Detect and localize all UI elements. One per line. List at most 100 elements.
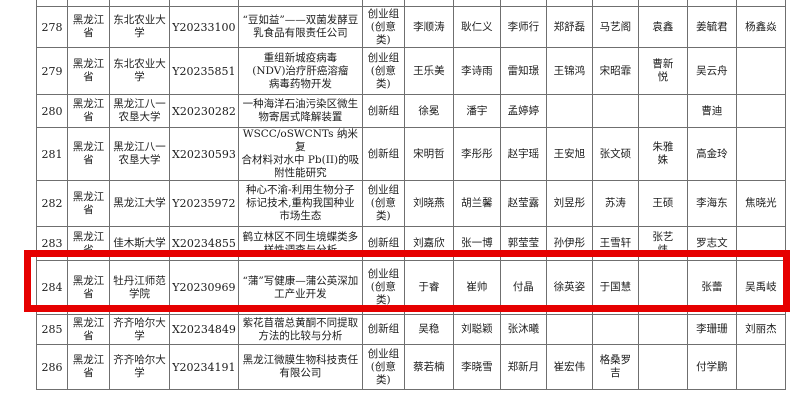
member-3-cell: 郑新月 — [499, 344, 547, 390]
member-8-cell: 焦晓光 — [735, 180, 786, 227]
member-3-cell: 李师行 — [499, 6, 547, 48]
project-name-cell: “蒲”写健康—蒲公英深加 工产业开发 — [237, 260, 363, 315]
member-5-cell — [591, 94, 639, 128]
member-2-cell: 刘聪颖 — [452, 314, 501, 345]
project-id-cell: X20230282 — [169, 94, 239, 128]
row-number-cell: 280 — [36, 94, 68, 128]
university-cell: 黑龙江八一 农垦大学 — [109, 94, 170, 128]
member-3-cell: 付晶 — [499, 260, 547, 315]
row-number-cell: 278 — [36, 6, 68, 48]
row-number-cell: 282 — [36, 180, 68, 227]
project-id-cell: Y20234191 — [169, 344, 239, 390]
group-type-cell: 创业组 (创意 类) — [361, 260, 405, 315]
group-type-cell: 创业组 (创意 类) — [361, 6, 405, 48]
group-type-cell: 创业组 (创意 类) — [361, 180, 405, 227]
group-type-cell: 创业组 (创意 类) — [361, 47, 405, 95]
project-name-cell: 鹤立林区不同生境蝶类多 样性调查与分析 — [237, 226, 363, 261]
member-7-cell: 吴云舟 — [686, 47, 737, 95]
member-1-cell: 徐冕 — [403, 94, 454, 128]
project-name-cell: WSCC/oSWCNTs 纳米复 合材料对水中 Pb(II)的吸 附性能研究 — [237, 127, 363, 181]
member-7-cell: 罗志文 — [686, 226, 737, 261]
member-1-cell: 蔡若楠 — [403, 344, 454, 390]
member-5-cell: 苏涛 — [591, 180, 639, 227]
member-8-cell — [735, 47, 786, 95]
member-2-cell: 李诗雨 — [452, 47, 501, 95]
member-1-cell: 刘晓燕 — [403, 180, 454, 227]
member-6-cell — [637, 260, 688, 315]
table-row-281: 281 黑龙江 省黑龙江八一 农垦大学 X20230593 WSCC/oSWCNTs … — [36, 127, 786, 181]
member-4-cell: 郑舒磊 — [545, 6, 593, 48]
member-7-cell: 姜毓君 — [686, 6, 737, 48]
province-cell: 黑龙江 省 — [67, 127, 110, 181]
member-4-cell — [545, 94, 593, 128]
member-4-cell: 王安旭 — [545, 127, 593, 181]
member-2-cell: 李晓雪 — [452, 344, 501, 390]
entry-table: 278 黑龙江 省东北农业大 学 Y20233100 “豆如益”——双菌发酵豆 乳食品… — [36, 0, 786, 390]
table-row-284: 284 黑龙江 省牡丹江师范 学院 Y20230969 “蒲”写健康—蒲公英深加 工产… — [36, 260, 786, 315]
province-cell: 黑龙江 省 — [67, 226, 110, 261]
table-row-285: 285 黑龙江 省齐齐哈尔大 学 X20234849 紫花苜蓿总黄酮不同提取 方法的比… — [36, 314, 786, 345]
table-row-279: 279 黑龙江 省东北农业大 学 Y20235851 重组新城疫病毒 (NDV)治疗肝… — [36, 47, 786, 95]
university-cell: 东北农业大 学 — [109, 47, 170, 95]
province-cell: 黑龙江 省 — [67, 314, 110, 345]
member-6-cell — [637, 344, 688, 390]
university-cell: 佳木斯大学 — [109, 226, 170, 261]
university-cell: 齐齐哈尔大 学 — [109, 344, 170, 390]
member-8-cell — [735, 94, 786, 128]
group-type-cell: 创新组 — [361, 226, 405, 261]
row-number-cell: 285 — [36, 314, 68, 345]
project-id-cell: Y20230969 — [169, 260, 239, 315]
university-cell: 齐齐哈尔大 学 — [109, 314, 170, 345]
project-id-cell: Y20235851 — [169, 47, 239, 95]
member-2-cell: 潘宇 — [452, 94, 501, 128]
member-2-cell: 崔帅 — [452, 260, 501, 315]
member-8-cell — [735, 127, 786, 181]
member-3-cell: 孟婷婷 — [499, 94, 547, 128]
university-cell: 牡丹江师范 学院 — [109, 260, 170, 315]
member-4-cell: 孙伊彤 — [545, 226, 593, 261]
row-number-cell: 283 — [36, 226, 68, 261]
member-3-cell: 雷知璟 — [499, 47, 547, 95]
member-3-cell: 郭莹莹 — [499, 226, 547, 261]
province-cell: 黑龙江 省 — [67, 344, 110, 390]
row-number-cell: 279 — [36, 47, 68, 95]
row-number-cell: 281 — [36, 127, 68, 181]
member-6-cell: 曹新 悦 — [637, 47, 688, 95]
member-8-cell: 刘丽杰 — [735, 314, 786, 345]
member-4-cell — [545, 314, 593, 345]
member-7-cell: 付学鹏 — [686, 344, 737, 390]
university-cell: 黑龙江八一 农垦大学 — [109, 127, 170, 181]
group-type-cell: 创新组 — [361, 94, 405, 128]
member-2-cell: 李彤彤 — [452, 127, 501, 181]
province-cell: 黑龙江 省 — [67, 180, 110, 227]
table-row-278: 278 黑龙江 省东北农业大 学 Y20233100 “豆如益”——双菌发酵豆 乳食品… — [36, 6, 786, 48]
member-3-cell: 赵莹露 — [499, 180, 547, 227]
member-1-cell: 刘嘉欣 — [403, 226, 454, 261]
member-4-cell: 崔宏伟 — [545, 344, 593, 390]
member-6-cell: 张艺 炜 — [637, 226, 688, 261]
province-cell: 黑龙江 省 — [67, 47, 110, 95]
member-6-cell — [637, 94, 688, 128]
member-5-cell: 格桑罗 吉 — [591, 344, 639, 390]
group-type-cell: 创新组 — [361, 127, 405, 181]
table-row-283: 283 黑龙江 省佳木斯大学 X20234855 鹤立林区不同生境蝶类多 样性调查与分… — [36, 226, 786, 261]
project-id-cell: X20234849 — [169, 314, 239, 345]
project-name-cell: 种心不渝-利用生物分子 标记技术,重构我国种业 市场生态 — [237, 180, 363, 227]
province-cell: 黑龙江 省 — [67, 94, 110, 128]
table-row-280: 280 黑龙江 省黑龙江八一 农垦大学 X20230282 一种海洋石油污染区微生 物… — [36, 94, 786, 128]
university-cell: 东北农业大 学 — [109, 6, 170, 48]
member-2-cell: 胡兰馨 — [452, 180, 501, 227]
member-6-cell — [637, 314, 688, 345]
project-id-cell: X20234855 — [169, 226, 239, 261]
member-7-cell: 曹迪 — [686, 94, 737, 128]
member-5-cell: 王雪轩 — [591, 226, 639, 261]
member-2-cell: 耿仁义 — [452, 6, 501, 48]
member-7-cell: 李海东 — [686, 180, 737, 227]
member-5-cell: 马艺阁 — [591, 6, 639, 48]
member-1-cell: 王乐美 — [403, 47, 454, 95]
member-1-cell: 李顺涛 — [403, 6, 454, 48]
member-5-cell — [591, 314, 639, 345]
project-id-cell: Y20235972 — [169, 180, 239, 227]
project-id-cell: Y20233100 — [169, 6, 239, 48]
